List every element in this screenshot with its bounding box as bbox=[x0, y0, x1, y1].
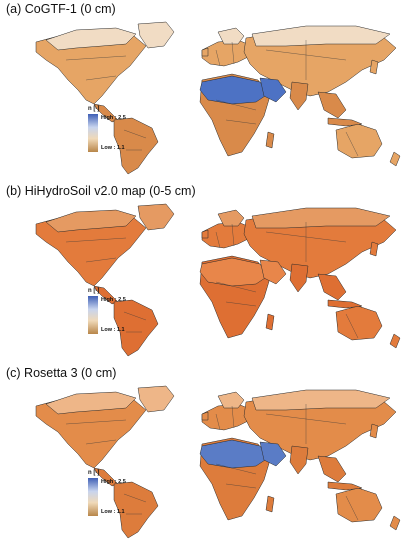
legend-high-label: High : 2.5 bbox=[101, 297, 126, 303]
country-border bbox=[231, 405, 235, 429]
sahara-landmass bbox=[199, 75, 269, 105]
scandinavia-landmass bbox=[217, 27, 245, 45]
arctic-canada-landmass bbox=[45, 27, 137, 51]
country-border bbox=[345, 495, 359, 521]
new-zealand-landmass bbox=[389, 333, 401, 349]
country-border bbox=[231, 223, 235, 247]
country-border bbox=[215, 49, 221, 67]
australia-landmass bbox=[335, 487, 383, 523]
australia-landmass bbox=[335, 305, 383, 341]
legend-low-label: Low : 1.1 bbox=[101, 327, 125, 333]
south-america-landmass bbox=[113, 117, 159, 175]
legend-title: n [-] bbox=[88, 470, 100, 476]
india-landmass bbox=[289, 81, 309, 111]
india-landmass bbox=[289, 263, 309, 293]
legend: n [-] High : 2.5 Low : 1.1 bbox=[88, 106, 158, 166]
country-border bbox=[123, 311, 147, 321]
uk-landmass bbox=[201, 411, 209, 421]
uk-landmass bbox=[201, 47, 209, 57]
siberia-landmass bbox=[251, 207, 391, 229]
southeast-asia-landmass bbox=[317, 455, 347, 483]
panel-title: (a) CoGTF-1 (0 cm) bbox=[6, 2, 116, 16]
world-map bbox=[6, 20, 413, 176]
japan-landmass bbox=[369, 423, 379, 439]
country-border bbox=[123, 129, 147, 139]
world-map bbox=[6, 202, 413, 358]
country-border bbox=[225, 119, 257, 125]
legend-colorbar bbox=[88, 114, 98, 152]
country-border bbox=[123, 493, 147, 503]
madagascar-landmass bbox=[265, 495, 275, 513]
sahara-landmass bbox=[199, 257, 269, 287]
continents bbox=[35, 385, 401, 539]
new-zealand-landmass bbox=[389, 151, 401, 167]
southeast-asia-landmass bbox=[317, 91, 347, 119]
legend: n [-] High : 2.5 Low : 1.1 bbox=[88, 288, 158, 348]
arabia-landmass bbox=[259, 441, 287, 467]
country-border bbox=[215, 413, 221, 431]
arabia-landmass bbox=[259, 77, 287, 103]
country-border bbox=[65, 55, 127, 61]
country-border bbox=[225, 483, 257, 489]
south-america-landmass bbox=[113, 481, 159, 539]
legend-low-label: Low : 1.1 bbox=[101, 145, 125, 151]
indonesia-landmass bbox=[327, 299, 363, 309]
country-border bbox=[85, 75, 117, 81]
madagascar-landmass bbox=[265, 313, 275, 331]
country-border bbox=[345, 313, 359, 339]
japan-landmass bbox=[369, 59, 379, 75]
legend-low-label: Low : 1.1 bbox=[101, 509, 125, 515]
southeast-asia-landmass bbox=[317, 273, 347, 301]
japan-landmass bbox=[369, 241, 379, 257]
indonesia-landmass bbox=[327, 117, 363, 127]
country-border bbox=[215, 463, 257, 475]
panel-b: (b) HiHydroSoil v2.0 map (0-5 cm) n [-] … bbox=[0, 184, 415, 364]
south-america-landmass bbox=[113, 299, 159, 357]
siberia-landmass bbox=[251, 389, 391, 411]
greenland-landmass bbox=[137, 203, 175, 231]
legend: n [-] High : 2.5 Low : 1.1 bbox=[88, 470, 158, 530]
legend-high-label: High : 2.5 bbox=[101, 479, 126, 485]
country-border bbox=[215, 99, 257, 111]
country-border bbox=[85, 439, 117, 445]
country-border bbox=[225, 301, 257, 307]
country-border bbox=[65, 237, 127, 243]
arctic-canada-landmass bbox=[45, 209, 137, 233]
greenland-landmass bbox=[137, 385, 175, 413]
australia-landmass bbox=[335, 123, 383, 159]
legend-colorbar bbox=[88, 478, 98, 516]
continents bbox=[35, 203, 401, 357]
country-border bbox=[345, 131, 359, 157]
panel-title: (b) HiHydroSoil v2.0 map (0-5 cm) bbox=[6, 184, 196, 198]
arctic-canada-landmass bbox=[45, 391, 137, 415]
scandinavia-landmass bbox=[217, 209, 245, 227]
country-border bbox=[65, 419, 127, 425]
world-map-svg bbox=[35, 203, 401, 357]
world-map bbox=[6, 384, 413, 540]
greenland-landmass bbox=[137, 21, 175, 49]
panel-title: (c) Rosetta 3 (0 cm) bbox=[6, 366, 117, 380]
country-border bbox=[85, 257, 117, 263]
country-border bbox=[215, 231, 221, 249]
indonesia-landmass bbox=[327, 481, 363, 491]
arabia-landmass bbox=[259, 259, 287, 285]
new-zealand-landmass bbox=[389, 515, 401, 531]
country-border bbox=[231, 41, 235, 65]
legend-high-label: High : 2.5 bbox=[101, 115, 126, 121]
scandinavia-landmass bbox=[217, 391, 245, 409]
world-map-svg bbox=[35, 21, 401, 175]
panel-a: (a) CoGTF-1 (0 cm) n [-] High : 2.5 Low … bbox=[0, 2, 415, 182]
uk-landmass bbox=[201, 229, 209, 239]
india-landmass bbox=[289, 445, 309, 475]
sahara-landmass bbox=[199, 439, 269, 469]
panel-c: (c) Rosetta 3 (0 cm) n [-] High : 2.5 Lo… bbox=[0, 366, 415, 546]
legend-title: n [-] bbox=[88, 106, 100, 112]
legend-title: n [-] bbox=[88, 288, 100, 294]
siberia-landmass bbox=[251, 25, 391, 47]
madagascar-landmass bbox=[265, 131, 275, 149]
legend-colorbar bbox=[88, 296, 98, 334]
continents bbox=[35, 21, 401, 175]
country-border bbox=[215, 281, 257, 293]
world-map-svg bbox=[35, 385, 401, 539]
